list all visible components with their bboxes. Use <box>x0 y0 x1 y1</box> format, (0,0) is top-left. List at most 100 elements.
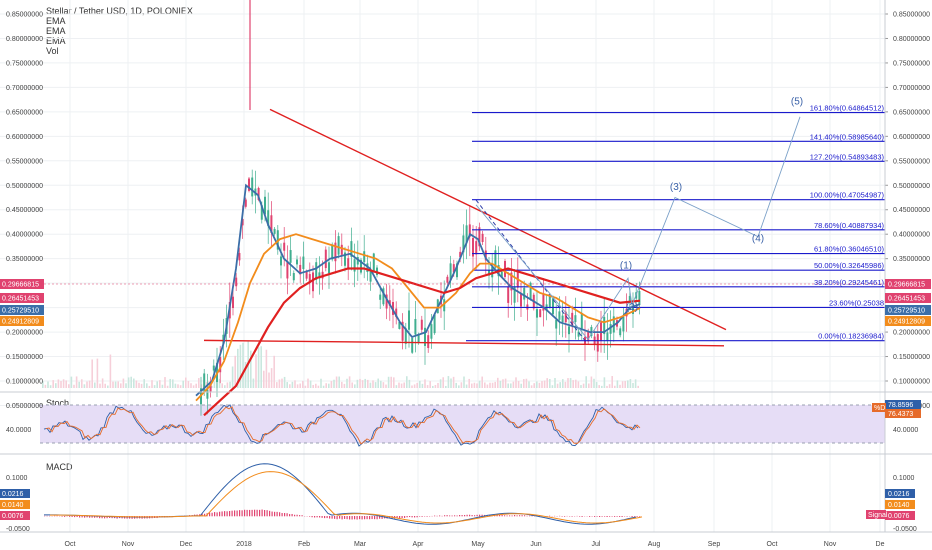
candle-body <box>337 236 340 255</box>
macd-hist-bar <box>226 511 228 517</box>
volume-bar <box>291 381 294 388</box>
legend-ema-2[interactable]: EMA <box>46 26 66 36</box>
candle-body <box>350 241 353 257</box>
macd-hist-bar <box>379 516 381 519</box>
volume-bar <box>237 348 239 388</box>
candle-body <box>212 365 215 371</box>
volume-bar <box>569 378 572 388</box>
macd-hist-bar <box>401 516 403 519</box>
candle-body <box>382 288 385 305</box>
volume-bar <box>242 342 244 388</box>
volume-bar <box>49 385 52 388</box>
macd-hist-bar <box>359 516 361 520</box>
volume-bar <box>153 385 156 388</box>
macd-hist-bar <box>444 515 446 517</box>
x-tick-label: Jul <box>592 541 601 548</box>
volume-bar <box>491 382 494 388</box>
y-tick-label-right: 0.15000000 <box>893 354 930 361</box>
volume-bar <box>585 376 587 388</box>
y-tick-label-left: 0.85000000 <box>6 12 43 19</box>
stoch-badge-label: %D <box>874 405 885 412</box>
macd-hist-bar <box>316 516 318 518</box>
volume-bar <box>62 379 65 388</box>
macd-hist-bar <box>309 516 311 517</box>
volume-bar <box>302 380 304 388</box>
candle-body <box>529 282 532 300</box>
volume-bar <box>499 380 502 388</box>
legend-ema-3[interactable]: EMA <box>46 36 66 46</box>
macd-hist-bar <box>596 516 598 517</box>
macd-tag-left <box>0 511 30 520</box>
y-tick-label-left: 0.60000000 <box>6 134 43 141</box>
x-tick-label: Nov <box>122 541 135 548</box>
volume-bar <box>616 380 619 388</box>
macd-hist-bar <box>521 515 523 517</box>
candle-body <box>468 224 471 237</box>
macd-tag-left <box>0 489 30 498</box>
volume-bar <box>559 382 561 388</box>
macd-hist-bar <box>229 510 231 517</box>
volume-bar <box>317 385 320 388</box>
macd-hist-bar <box>476 514 478 517</box>
candle-body <box>449 263 452 281</box>
macd-hist-bar <box>251 509 253 517</box>
elliott-wave-labels: (1) (2) (3) (4) (5) <box>475 97 803 341</box>
price-tag-left-label: 0.29666815 <box>2 282 39 289</box>
candle-body <box>356 256 359 265</box>
candle-body <box>571 312 574 326</box>
y-tick-label-right: 0.20000000 <box>893 330 930 337</box>
candle-body <box>334 242 337 262</box>
macd-hist-bar <box>594 516 596 517</box>
macd-hist-bar <box>334 516 336 519</box>
legend-volume[interactable]: Vol <box>46 46 59 56</box>
trendlines <box>203 108 727 347</box>
legend-ema-1[interactable]: EMA <box>46 16 66 26</box>
volume-bar <box>172 379 174 388</box>
macd-hist-bar <box>489 514 491 517</box>
stoch-d-line <box>45 406 641 445</box>
candle-body <box>260 205 263 220</box>
macd-hist-bar <box>396 516 398 518</box>
volume-bar <box>226 382 229 388</box>
macd-hist-bar <box>74 516 76 518</box>
candle-body <box>443 299 446 312</box>
macd-hist-bar <box>234 510 236 517</box>
volume-bar <box>465 384 468 388</box>
candle-body <box>318 272 321 279</box>
volume-bar <box>143 379 145 388</box>
macd-hist-bar <box>606 516 608 517</box>
volume-bar <box>312 384 314 388</box>
macd-hist-bar <box>619 516 621 517</box>
volume-bar <box>507 383 509 388</box>
volume-bar <box>489 382 491 388</box>
macd-hist-bar <box>356 516 358 520</box>
candle-body <box>484 250 487 261</box>
volume-bar <box>372 380 374 388</box>
macd-hist-bar <box>271 511 273 517</box>
macd-pane-title[interactable]: MACD <box>46 462 73 472</box>
volume-bar <box>328 383 330 388</box>
volume-bar <box>73 384 75 388</box>
candle-body <box>270 215 273 234</box>
price-tag <box>885 293 931 303</box>
x-tick-label: Dec <box>180 541 193 548</box>
volume-bar <box>112 381 114 388</box>
macd-hist-bar <box>204 513 206 517</box>
price-tag <box>885 316 931 326</box>
stoch-pane-title[interactable]: Stoch <box>46 398 70 408</box>
macd-hist-bar <box>201 513 203 517</box>
x-tick-label: Oct <box>65 541 76 548</box>
volume-bar <box>346 378 348 388</box>
volume-bar <box>86 381 88 388</box>
macd-value: 0.0140 <box>888 502 910 509</box>
volume-bar <box>213 381 216 388</box>
volume-bar <box>632 382 634 388</box>
volume-bar <box>47 381 49 388</box>
macd-y-tick-left: -0.0500 <box>6 526 30 533</box>
volume-bar <box>611 376 613 388</box>
candle-body <box>340 244 343 255</box>
macd-hist-bar <box>636 516 638 517</box>
volume-bar <box>244 361 247 388</box>
volume-bar <box>182 380 184 388</box>
